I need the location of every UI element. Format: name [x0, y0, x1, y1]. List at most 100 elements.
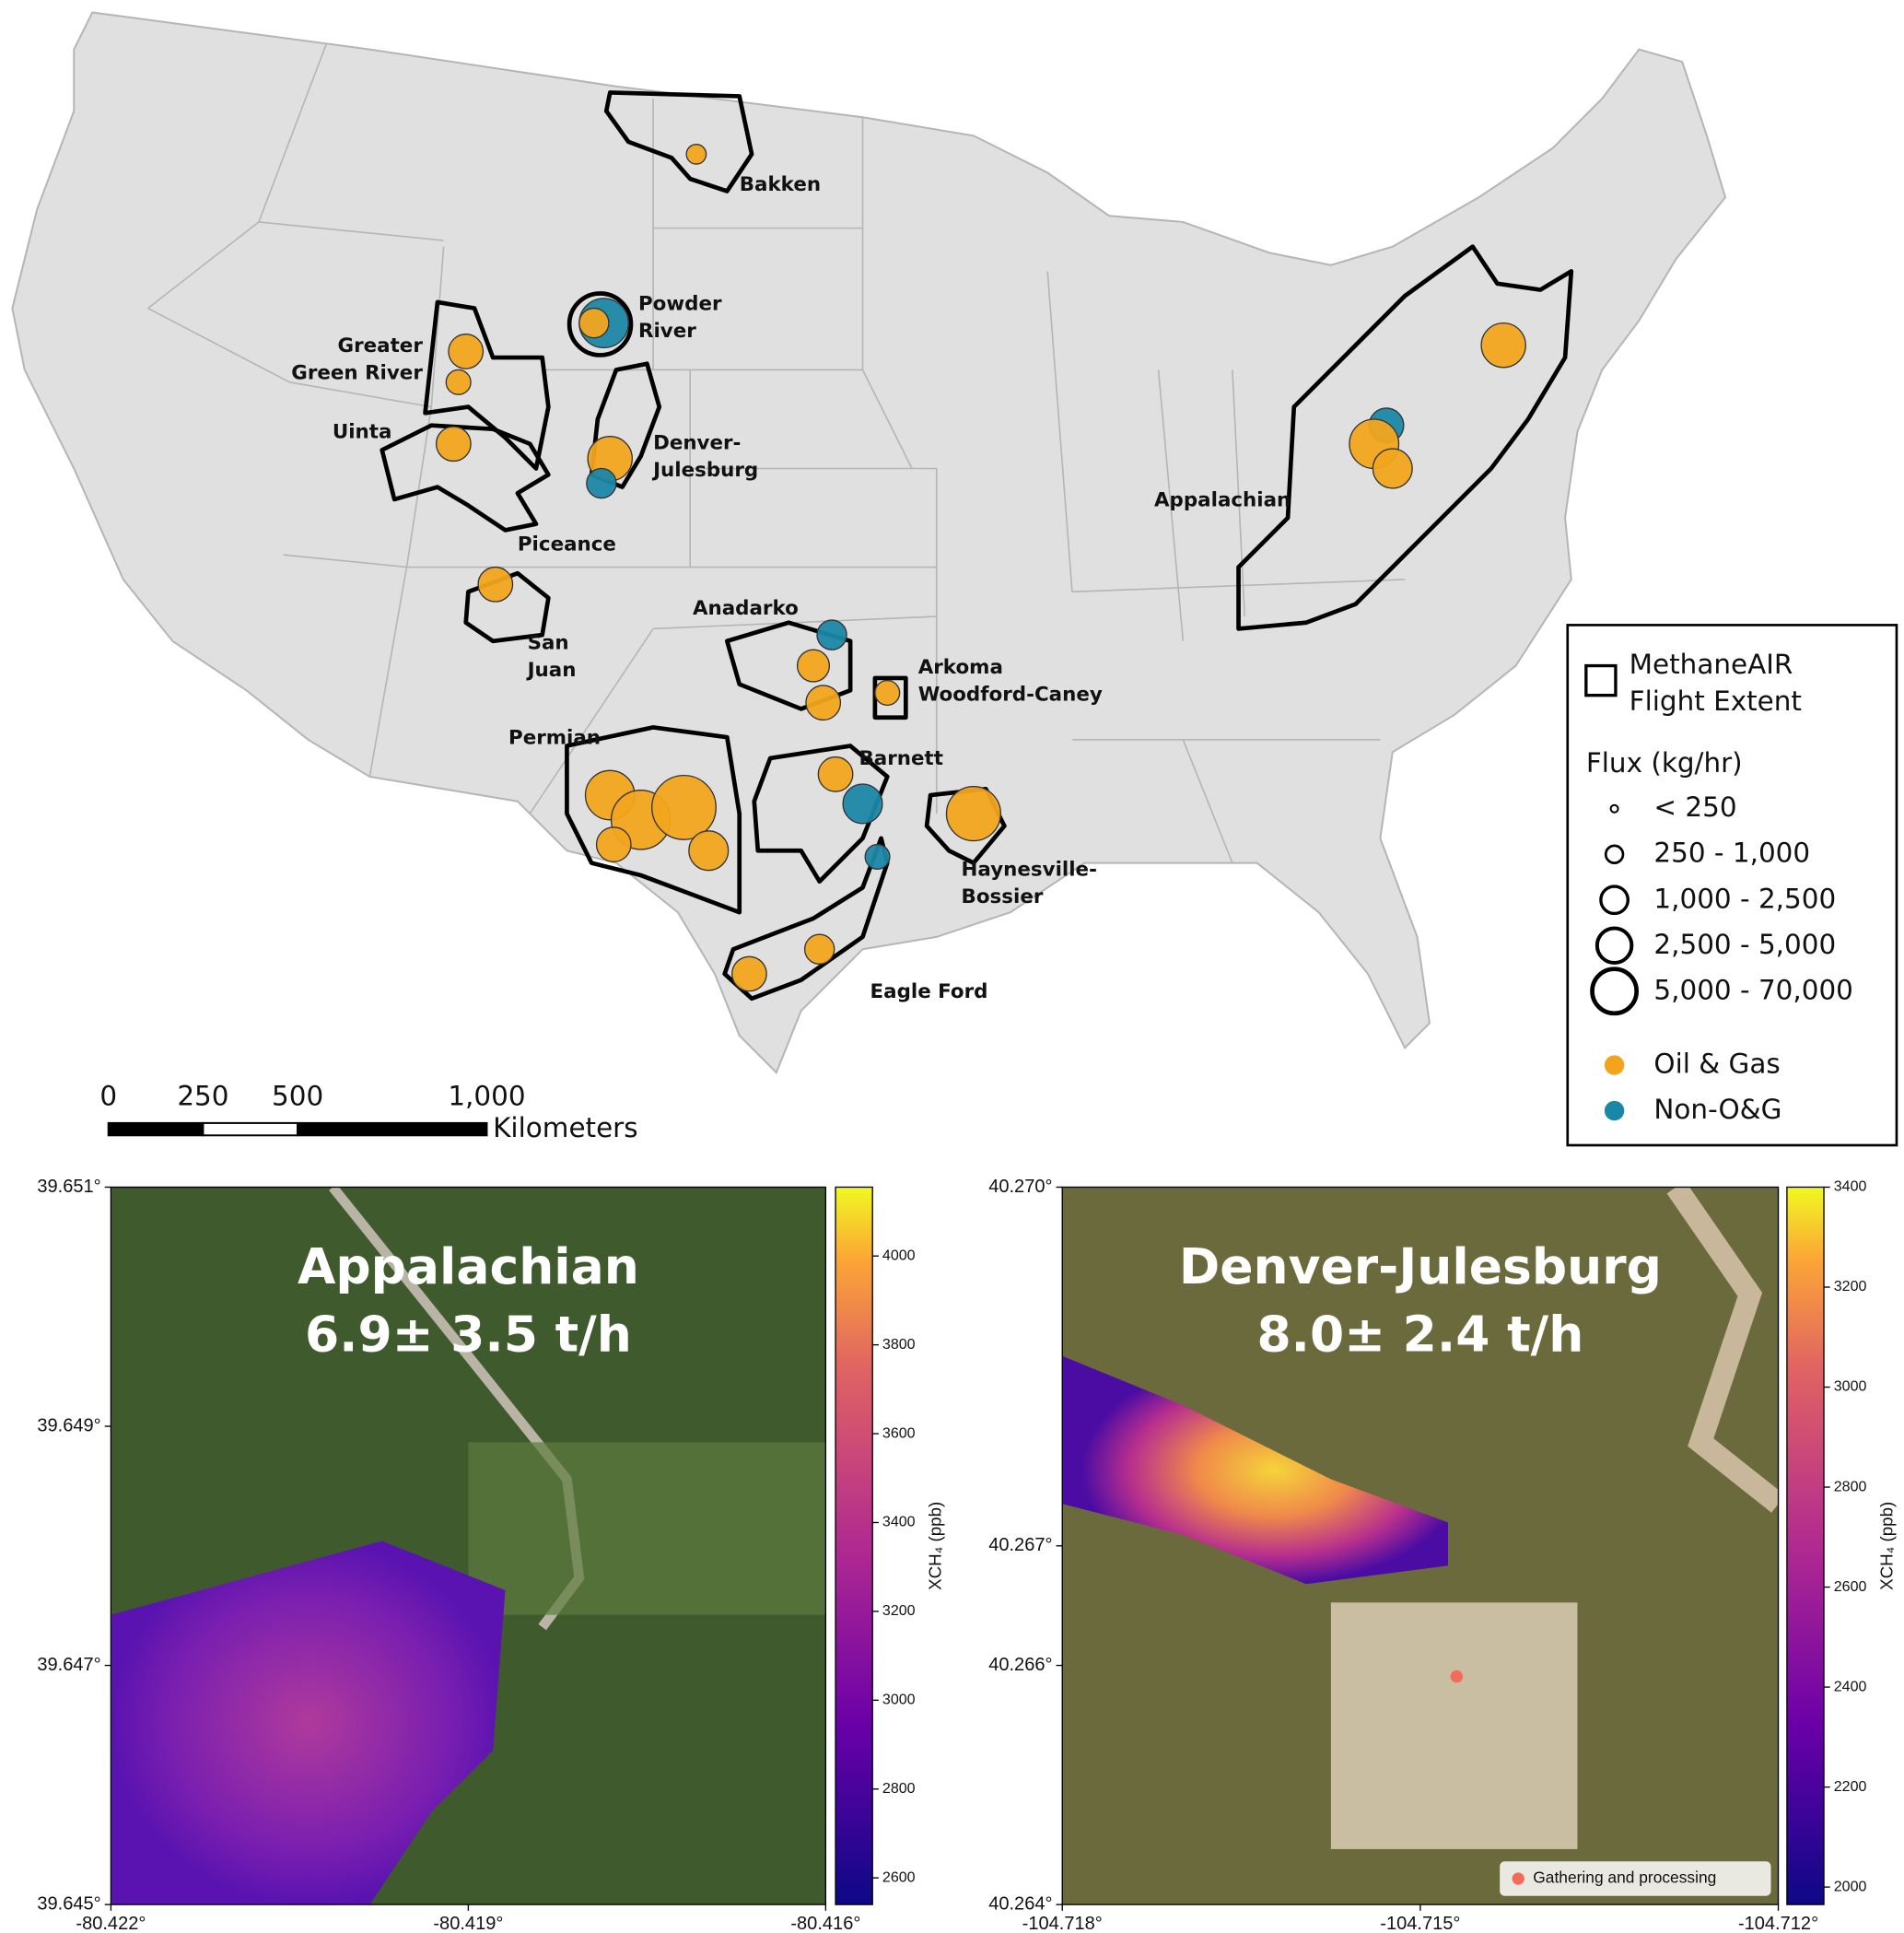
y-tick-label: 39.651°: [37, 1177, 100, 1197]
legend-category-swatch: [1604, 1100, 1625, 1121]
colorbar-tick-label: 3000: [1834, 1378, 1867, 1395]
basin-label: Haynesville-: [962, 859, 1097, 882]
colorbar-label: XCH₄ (ppb): [926, 1502, 945, 1590]
emission-point: [651, 774, 717, 840]
panel-title: Denver-Julesburg: [1179, 1237, 1662, 1295]
road: [1666, 1187, 1779, 1513]
x-tick-label: -80.419°: [433, 1914, 503, 1933]
clearing: [468, 1442, 826, 1615]
x-tick-label: -104.718°: [1022, 1914, 1103, 1933]
legend-extent-label: MethaneAIR: [1629, 649, 1793, 680]
scale-bar-label: 500: [272, 1080, 323, 1111]
basin-label: Anadarko: [693, 597, 799, 620]
emission-point: [595, 826, 632, 862]
y-tick-label: 40.266°: [988, 1655, 1052, 1675]
panel-denver-julesburg: Denver-Julesburg 8.0± 2.4 t/h -104.718° -10…: [988, 1177, 1896, 1933]
emission-point: [435, 426, 472, 463]
basin-label: Woodford-Caney: [918, 684, 1103, 707]
basin-label: Powder: [638, 293, 722, 316]
emission-clusters: [435, 143, 1526, 992]
emission-point: [586, 467, 617, 499]
emission-point: [448, 334, 485, 369]
x-tick-label: -104.715°: [1380, 1914, 1460, 1933]
legend-flux-label: 5,000 - 70,000: [1653, 974, 1853, 1005]
x-tick-label: -80.416°: [790, 1914, 860, 1933]
y-tick-label: 40.267°: [988, 1535, 1052, 1555]
basin-label: Julesburg: [651, 459, 758, 482]
x-tick-label: -80.422°: [76, 1914, 146, 1933]
panel-rate: 8.0± 2.4 t/h: [1256, 1305, 1583, 1363]
y-tick-label: 39.647°: [37, 1655, 100, 1675]
panel-legend-marker: [1512, 1872, 1524, 1885]
scale-bar-segment: [107, 1121, 204, 1137]
colorbar-tick-label: 2400: [1834, 1678, 1867, 1694]
flight-extents: [380, 90, 1574, 1002]
basin-label: Piceance: [518, 533, 616, 556]
colorbar-tick-label: 2200: [1834, 1778, 1867, 1795]
colorbar-tick-label: 3200: [882, 1602, 916, 1619]
scale-bar-label: 250: [177, 1080, 228, 1111]
plume: [1062, 1355, 1448, 1585]
colorbar-tick-label: 3600: [882, 1424, 916, 1441]
well-pad: [1330, 1602, 1578, 1849]
basin-label: Denver-: [653, 432, 741, 455]
map-legend: MethaneAIR Flight Extent Flux (kg/hr) < 250…: [1566, 624, 1898, 1147]
legend-box: [1566, 624, 1898, 1147]
emission-point: [864, 843, 891, 870]
x-tick-label: -104.712°: [1738, 1914, 1818, 1933]
basin-label: Arkoma: [918, 656, 1003, 679]
legend-flux-title: Flux (kg/hr): [1586, 747, 1743, 779]
colorbar-tick-label: 3400: [882, 1514, 916, 1530]
legend-flux-symbol: [1594, 926, 1634, 965]
plume: [111, 1541, 506, 1905]
basin-label: Bossier: [962, 885, 1044, 908]
colorbar-tick-label: 3800: [882, 1336, 916, 1353]
colorbar-tick-label: 2800: [1834, 1478, 1867, 1494]
basin-label: Green River: [291, 361, 423, 384]
us-map: Bakken Powder River Greater Green River Uinta…: [11, 11, 1727, 1074]
basin-label: San: [528, 631, 569, 654]
emission-point: [445, 369, 472, 395]
extent-swatch: [1584, 663, 1618, 697]
emission-point: [578, 307, 610, 339]
colorbar-tick-label: 2600: [882, 1869, 916, 1885]
y-tick-label: 39.649°: [37, 1415, 100, 1435]
basin-label: Bakken: [740, 173, 821, 196]
colorbar: [835, 1186, 873, 1905]
emission-point: [1480, 322, 1526, 369]
colorbar-tick-label: 2800: [882, 1780, 916, 1797]
basin-label: Greater: [338, 334, 424, 357]
emission-point: [688, 830, 730, 872]
panel-legend-label: Gathering and processing: [1533, 1869, 1716, 1887]
emission-point: [477, 566, 514, 603]
legend-category-label: Oil & Gas: [1653, 1049, 1780, 1080]
colorbar-tick-label: 3000: [882, 1692, 916, 1708]
emission-point: [796, 649, 831, 683]
colorbar-tick-label: 2000: [1834, 1878, 1867, 1894]
colorbar-label: XCH₄ (ppb): [1877, 1502, 1897, 1590]
scale-bar-label: 0: [99, 1080, 117, 1111]
legend-flux-label: 2,500 - 5,000: [1653, 929, 1836, 960]
y-tick-label: 40.270°: [988, 1177, 1052, 1197]
colorbar-tick-label: 4000: [882, 1247, 916, 1263]
legend-category-swatch: [1604, 1055, 1625, 1075]
scale-bar-segment: [202, 1121, 299, 1137]
y-tick-label: 39.645°: [37, 1893, 100, 1914]
basin-label: River: [638, 320, 696, 343]
colorbar-tick-label: 3400: [1834, 1178, 1867, 1195]
legend-flux-label: 250 - 1,000: [1653, 838, 1810, 869]
emission-point: [816, 619, 847, 650]
emission-point: [874, 679, 901, 707]
legend-flux-symbol: [1590, 966, 1640, 1016]
emission-point: [805, 685, 842, 721]
panel-appalachian: Appalachian 6.9± 3.5 t/h -80.422° -80.419° -…: [37, 1177, 944, 1933]
scale-bar-label: 1,000: [448, 1080, 525, 1111]
legend-category-label: Non-O&G: [1653, 1094, 1781, 1125]
y-tick-label: 40.264°: [988, 1893, 1052, 1914]
legend-flux-label: < 250: [1653, 791, 1736, 823]
legend-flux-symbol: [1609, 803, 1619, 814]
colorbar-tick-label: 3200: [1834, 1278, 1867, 1295]
basin-label: Uinta: [333, 421, 392, 444]
basin-label: Permian: [508, 726, 601, 749]
